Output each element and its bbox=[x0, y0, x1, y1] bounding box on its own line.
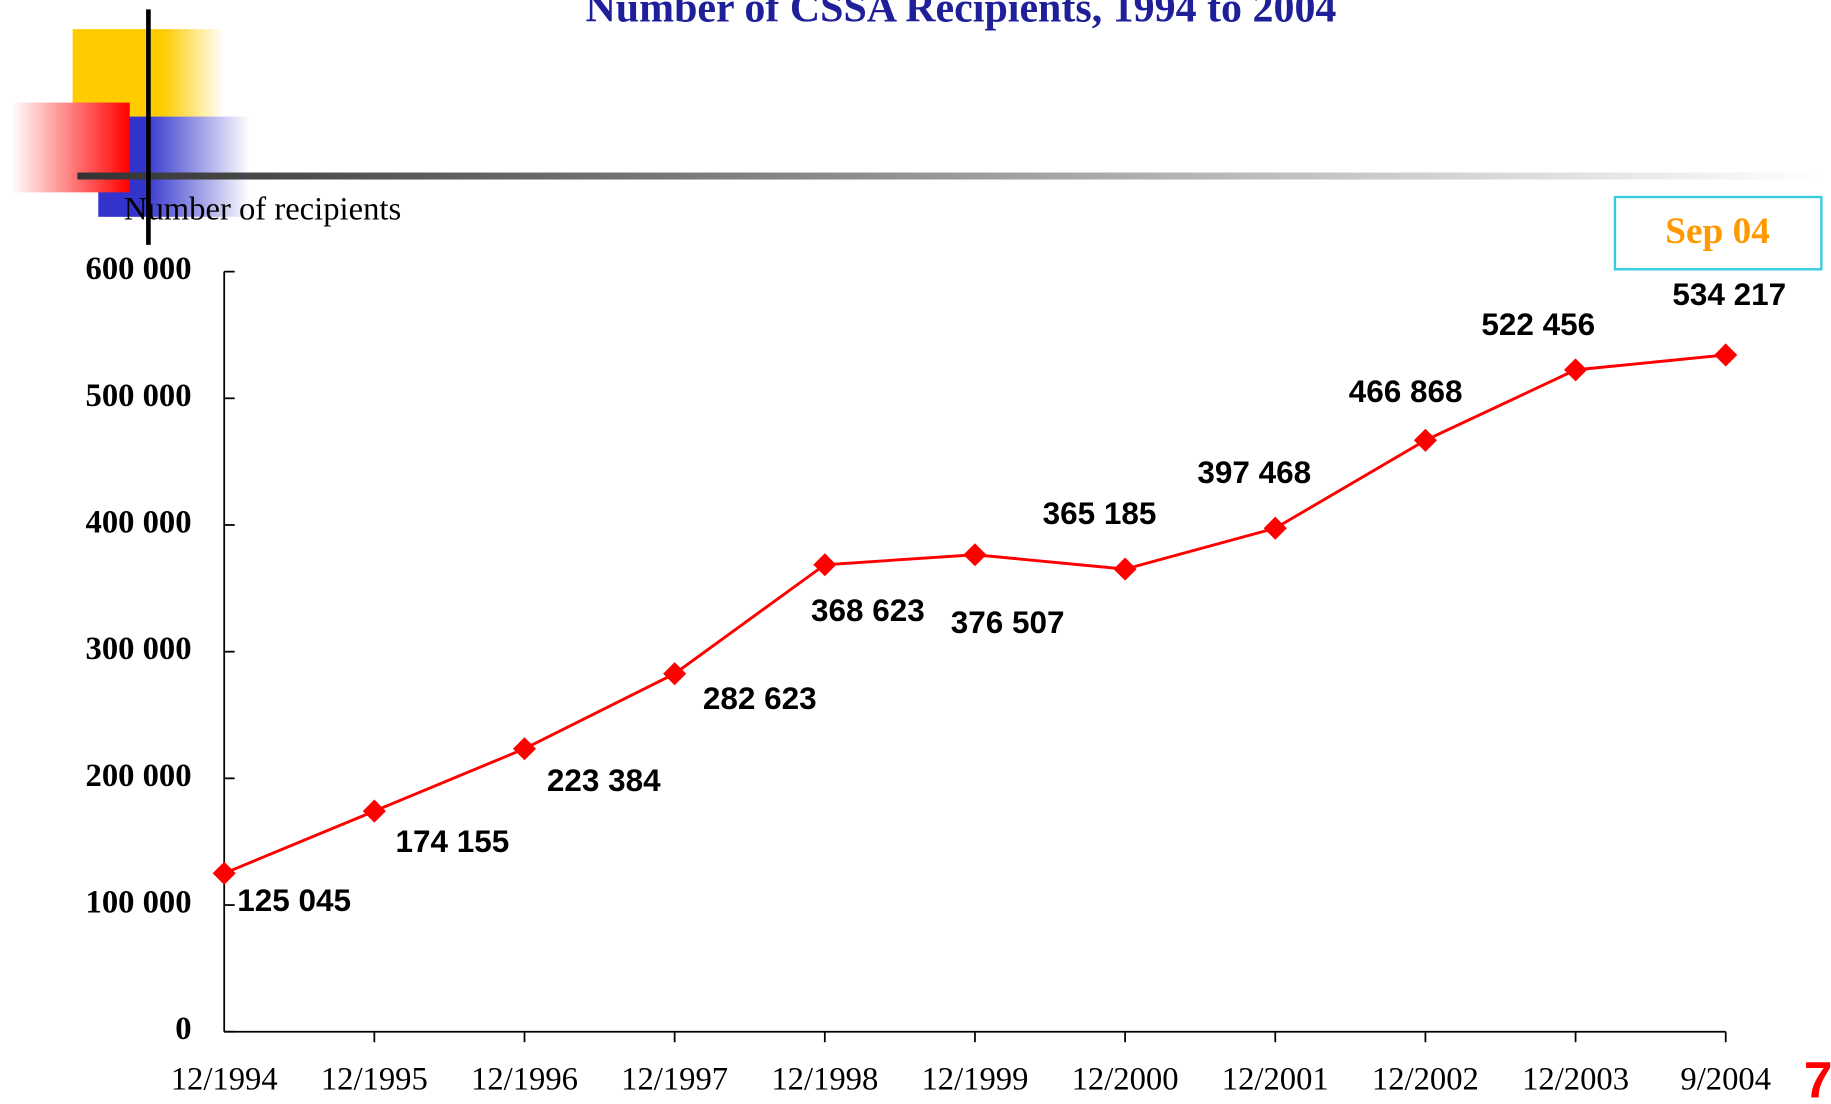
data-label: 397 468 bbox=[1197, 455, 1311, 490]
decoration bbox=[10, 9, 1826, 245]
marker bbox=[1413, 428, 1437, 452]
marker bbox=[1263, 516, 1287, 540]
x-tick-label: 9/2004 bbox=[1680, 1061, 1771, 1097]
annotation: Sep 04 bbox=[1665, 211, 1770, 252]
marker bbox=[212, 861, 236, 885]
data-label: 282 623 bbox=[703, 681, 817, 716]
y-axis-label: Number of recipients bbox=[124, 192, 401, 228]
marker bbox=[1113, 557, 1137, 581]
data-label: 376 507 bbox=[951, 605, 1065, 640]
data-label: 522 456 bbox=[1481, 307, 1595, 342]
annotation-box bbox=[1613, 195, 1823, 271]
x-tick-label: 12/2002 bbox=[1372, 1061, 1479, 1097]
data-label: 174 155 bbox=[396, 824, 510, 859]
marker bbox=[362, 799, 386, 823]
marker bbox=[512, 737, 537, 761]
data-label: 223 384 bbox=[547, 763, 661, 798]
x-tick-label: 12/2001 bbox=[1222, 1061, 1329, 1097]
data-label: 368 623 bbox=[811, 593, 925, 628]
y-tick-label: 300 000 bbox=[86, 631, 192, 667]
chart-title: Number of CSSA Recipients, 1994 to 2004 bbox=[586, 0, 1337, 31]
x-tick-label: 12/1995 bbox=[321, 1061, 428, 1097]
y-tick-label: 600 000 bbox=[86, 251, 192, 287]
data-label: 466 868 bbox=[1349, 374, 1463, 409]
marker bbox=[1714, 343, 1738, 367]
x-tick-label: 12/1994 bbox=[171, 1061, 278, 1097]
marker bbox=[813, 553, 837, 577]
y-tick-label: 100 000 bbox=[86, 885, 192, 921]
y-tick-label: 400 000 bbox=[86, 504, 192, 540]
x-tick-label: 12/1996 bbox=[471, 1061, 578, 1097]
marker bbox=[963, 543, 987, 567]
marker bbox=[1564, 358, 1588, 382]
x-tick-label: 12/1998 bbox=[771, 1061, 878, 1097]
page-number: 7 bbox=[1804, 1052, 1831, 1104]
data-label: 534 217 bbox=[1672, 277, 1786, 312]
y-tick-label: 200 000 bbox=[86, 758, 192, 794]
data-label: 365 185 bbox=[1043, 496, 1157, 531]
y-tick-label: 500 000 bbox=[86, 378, 192, 414]
x-tick-label: 12/2003 bbox=[1522, 1061, 1629, 1097]
data-label: 125 045 bbox=[237, 883, 351, 918]
x-tick-label: 12/1997 bbox=[621, 1061, 728, 1097]
marker bbox=[663, 662, 687, 686]
x-tick-label: 12/2000 bbox=[1072, 1061, 1179, 1097]
x-tick-label: 12/1999 bbox=[921, 1061, 1028, 1097]
y-tick-label: 0 bbox=[175, 1011, 191, 1047]
